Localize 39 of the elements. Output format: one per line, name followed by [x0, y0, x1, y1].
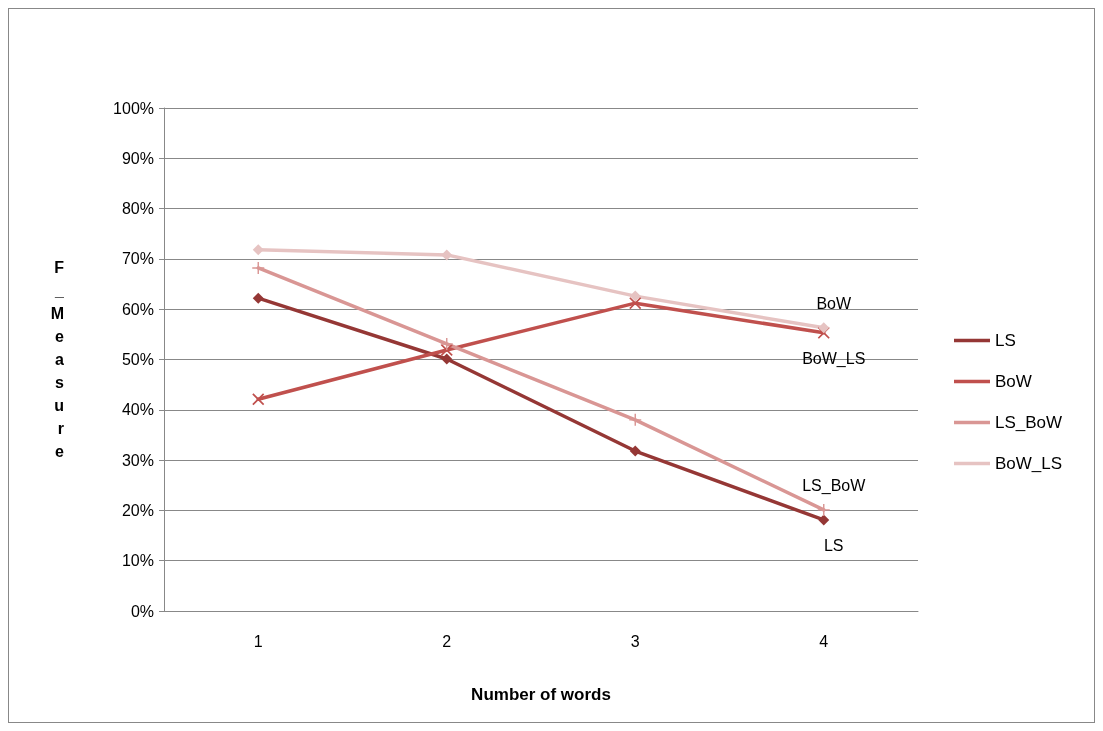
- y-tick-label: 30%: [121, 451, 154, 469]
- y-tick-label: 60%: [121, 300, 154, 318]
- point: [441, 353, 453, 365]
- y-tick-label: 70%: [121, 250, 154, 268]
- x-tick-label: 2: [442, 632, 452, 650]
- y-tick-label: 10%: [121, 552, 154, 570]
- point: [440, 343, 453, 356]
- point: [818, 322, 830, 334]
- text: F_Measure: [50, 259, 64, 460]
- legend-label: LS: [995, 331, 1016, 350]
- point: [629, 445, 641, 457]
- point: [818, 514, 830, 526]
- point: [441, 249, 453, 261]
- point: [817, 503, 830, 516]
- annotation: BoW: [816, 295, 852, 313]
- point: [252, 261, 265, 274]
- point: [252, 393, 265, 406]
- y-tick-label: 50%: [121, 351, 154, 368]
- annotation: BoW_LS: [802, 350, 866, 369]
- legend-label: BoW_LS: [995, 454, 1063, 473]
- y-tick-label: 80%: [121, 200, 154, 218]
- point: [252, 292, 264, 304]
- y-tick-label: 90%: [121, 149, 154, 167]
- point: [629, 413, 642, 426]
- y-tick-label: 0%: [130, 602, 154, 620]
- point: [629, 297, 642, 310]
- legend-label: BoW: [995, 372, 1032, 391]
- point: [440, 337, 453, 350]
- x-axis-title: Number of words: [471, 685, 611, 704]
- legend-label: LS_BoW: [995, 413, 1063, 432]
- y-tick-label: 40%: [121, 401, 154, 419]
- y-tick-label: 100%: [113, 99, 154, 117]
- point: [629, 290, 641, 302]
- x-tick-label: 1: [253, 632, 263, 650]
- annotation: LS_BoW: [802, 477, 867, 496]
- annotation: LS: [823, 537, 844, 555]
- y-tick-label: 20%: [121, 501, 154, 519]
- x-tick-label: 4: [819, 632, 829, 650]
- x-tick-label: 3: [630, 632, 640, 650]
